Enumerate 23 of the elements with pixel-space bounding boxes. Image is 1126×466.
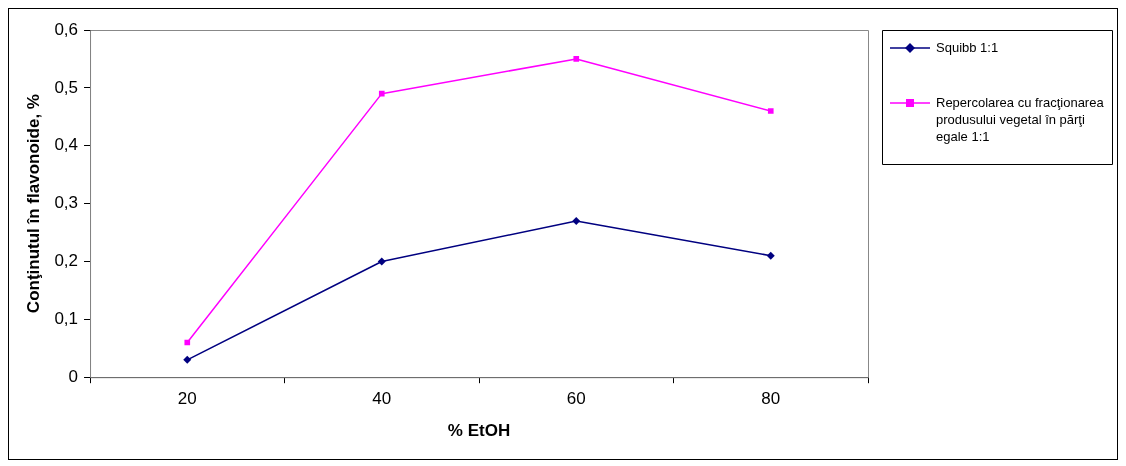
point — [378, 90, 385, 97]
x-tick-label: 40 — [372, 389, 392, 409]
x-tick-label: 20 — [177, 389, 197, 409]
point — [184, 339, 191, 346]
y-tick-label: 0,1 — [54, 309, 79, 329]
y-tick-label: 0 — [68, 366, 79, 386]
legend-label: Repercolarea cu fracţionarea produsului vegetal în părţi egale 1:1 — [936, 94, 1105, 144]
point — [183, 355, 192, 364]
y-tick-label: 0,5 — [54, 77, 79, 97]
x-tick-label: 60 — [566, 389, 586, 409]
y-tick-label: 0,4 — [54, 135, 79, 155]
point — [766, 251, 775, 260]
point — [377, 257, 386, 266]
point — [767, 108, 774, 114]
y-tick-label: 0,6 — [54, 19, 79, 39]
x-axis-title: % EtOH — [447, 421, 511, 441]
point — [572, 216, 581, 225]
y-axis-title: Conţinutul în flavonoide, % — [23, 94, 43, 314]
y-tick-label: 0,2 — [54, 251, 79, 271]
legend-label: Squibb 1:1 — [936, 39, 999, 55]
point — [573, 56, 580, 62]
y-tick-label: 0,3 — [54, 193, 79, 213]
x-tick-label: 80 — [761, 389, 781, 409]
